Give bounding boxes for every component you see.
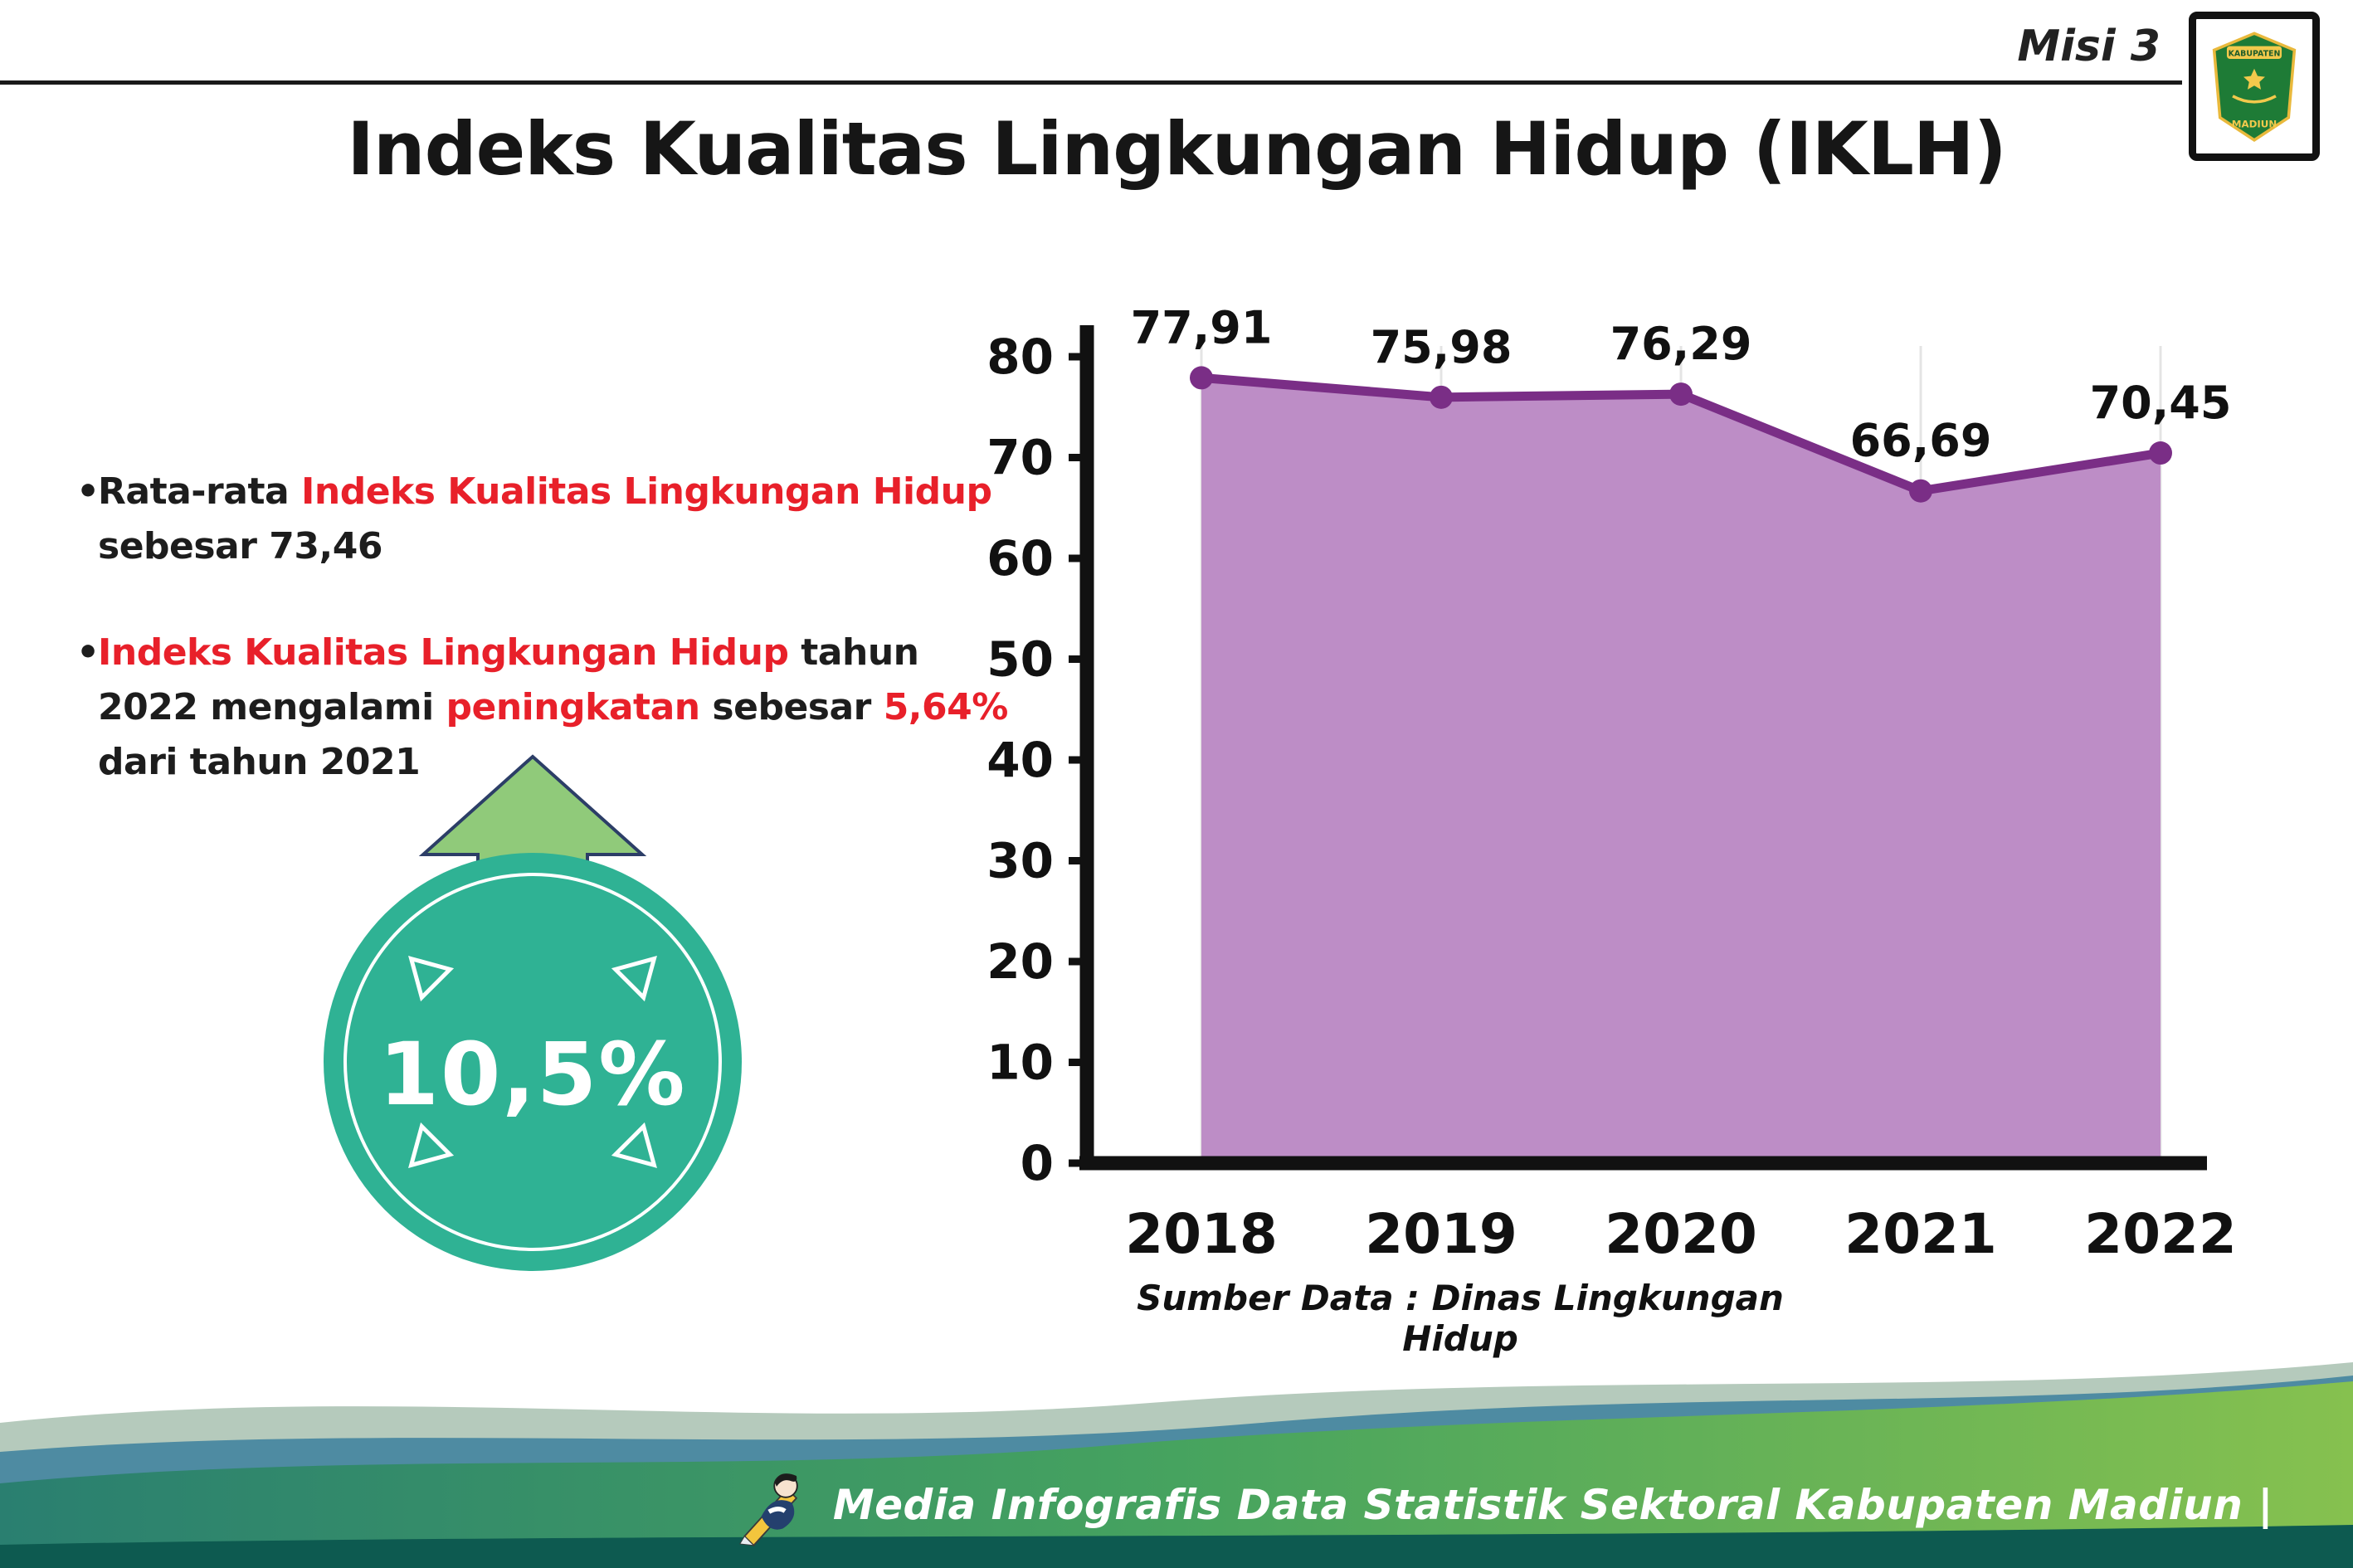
header-divider — [0, 80, 2182, 85]
bullet-dot: • — [76, 470, 100, 513]
area-chart-svg: 0 10 20 30 40 50 60 70 80 77,91 75,98 76,29 66,69 70,… — [987, 301, 2237, 1266]
chart-label: 30 — [987, 833, 1054, 889]
chart-label: 2018 — [1125, 1202, 1278, 1266]
chart-label: 50 — [987, 631, 1054, 688]
chart-label: 80 — [987, 329, 1054, 385]
chart-label: 0 — [1021, 1135, 1054, 1191]
footer-caption: Media Infografis Data Statistik Sektoral… — [832, 1481, 2273, 1529]
bullet-average-text: Rata-rata Indeks Kualitas Lingkungan Hid… — [98, 470, 992, 567]
increase-badge: 10,5% — [300, 754, 765, 1304]
bullet-dot: • — [76, 631, 100, 674]
chart-label: 2022 — [2084, 1202, 2237, 1266]
text-segment: dari tahun 2021 — [98, 741, 421, 783]
footer-waves — [0, 1336, 2353, 1568]
chart-label: 2021 — [1844, 1202, 1997, 1266]
data-point — [2149, 441, 2172, 465]
bullet-average-iklh: • Rata-rata Indeks Kualitas Lingkungan H… — [76, 465, 1014, 574]
increase-badge-graphic — [324, 754, 742, 1271]
footer-wave-graphic — [0, 1362, 2353, 1568]
chart-label: 76,29 — [1610, 318, 1752, 370]
summary-bullets: • Rata-rata Indeks Kualitas Lingkungan H… — [76, 465, 1014, 841]
chart-label: 10 — [987, 1035, 1054, 1091]
iklh-area-chart: 0 10 20 30 40 50 60 70 80 77,91 75,98 76,29 66,69 70,… — [979, 301, 2307, 1359]
logo-top-text: KABUPATEN — [2229, 49, 2281, 58]
chart-label: 77,91 — [1131, 301, 1273, 353]
area-fill — [1201, 377, 2161, 1163]
data-point — [1909, 479, 1932, 503]
text-highlight: Indeks Kualitas Lingkungan Hidup — [98, 631, 789, 674]
data-point — [1430, 385, 1453, 409]
chart-label: 60 — [987, 530, 1054, 587]
chart-label: 66,69 — [1850, 415, 1992, 467]
logo-bottom-text: MADIUN — [2232, 119, 2277, 130]
text-segment: sebesar 73,46 — [98, 525, 382, 567]
text-segment: sebesar — [699, 686, 884, 728]
bullet-increase-text: Indeks Kualitas Lingkungan Hidup tahun 2… — [98, 631, 1008, 783]
chart-label: 2019 — [1365, 1202, 1518, 1266]
chart-label: 2020 — [1605, 1202, 1757, 1266]
chart-source-caption: Sumber Data : Dinas Lingkungan Hidup — [1137, 1278, 1784, 1359]
text-segment: Rata-rata — [98, 470, 301, 513]
text-highlight: 5,64% — [883, 686, 1009, 728]
mascot-icon — [738, 1473, 798, 1547]
footer-caption-bar: Media Infografis Data Statistik Sektoral… — [738, 1462, 2273, 1548]
misi-label: Misi 3 — [2017, 22, 2161, 71]
badge-value: 10,5% — [378, 1024, 687, 1125]
chart-label: 75,98 — [1371, 321, 1513, 373]
bullet-increase-2022: • Indeks Kualitas Lingkungan Hidup tahun… — [76, 626, 1014, 790]
kabupaten-madiun-logo: KABUPATEN MADIUN — [2189, 12, 2320, 161]
text-segment: tahun 2022 mengalami — [98, 631, 919, 728]
chart-label: 70,45 — [2090, 377, 2232, 429]
ring-triangle-marks — [408, 956, 657, 1168]
chart-label: 40 — [987, 732, 1054, 788]
data-point — [1669, 382, 1693, 407]
text-highlight: Indeks Kualitas Lingkungan Hidup — [301, 470, 992, 513]
data-point — [1190, 366, 1213, 390]
page-title: Indeks Kualitas Lingkungan Hidup (IKLH) — [347, 106, 2007, 192]
text-highlight: peningkatan — [446, 686, 701, 728]
chart-label: 20 — [987, 933, 1054, 990]
chart-label: 70 — [987, 430, 1054, 486]
crest-icon: KABUPATEN MADIUN — [2212, 32, 2297, 143]
